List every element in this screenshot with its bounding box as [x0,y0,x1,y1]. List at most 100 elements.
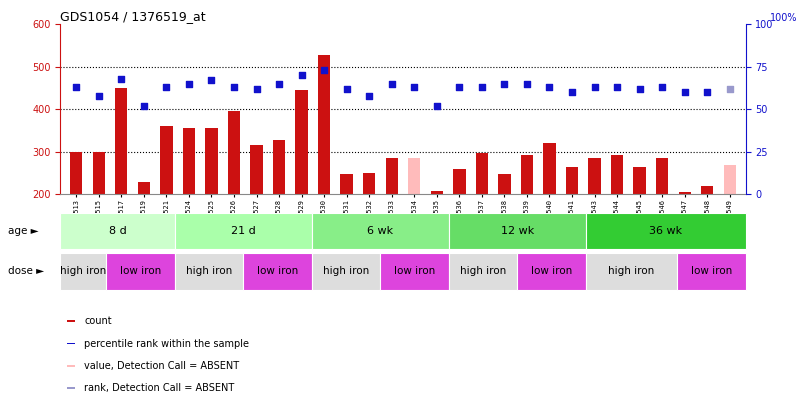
Point [700,89,713,96]
Text: GDS1054 / 1376519_at: GDS1054 / 1376519_at [60,10,206,23]
Bar [566,167,578,194]
Point [476,84,488,90]
Bar [68,320,75,322]
Bar [106,253,175,290]
Point [498,81,511,87]
Bar [160,126,172,194]
Bar [586,253,677,290]
Bar [183,128,195,194]
Text: count: count [85,316,112,326]
Bar [517,253,586,290]
Bar [60,213,175,249]
Bar [251,145,263,194]
Bar [363,173,376,194]
Point [272,81,285,87]
Text: low iron: low iron [120,266,161,276]
Bar [295,90,308,194]
Point [137,103,150,109]
Text: low iron: low iron [257,266,298,276]
Bar [68,388,75,389]
Point [227,84,240,90]
Bar [175,213,312,249]
Point [430,103,443,109]
Bar [611,155,623,194]
Bar [677,253,746,290]
Bar [476,153,488,194]
Text: dose ►: dose ► [8,266,44,276]
Point [611,84,624,90]
Bar [312,253,380,290]
Text: low iron: low iron [531,266,572,276]
Bar [724,166,736,194]
Point [723,86,736,92]
Point [634,86,646,92]
Bar [68,343,75,345]
Bar [340,174,353,194]
Bar [449,253,517,290]
Point [160,84,172,90]
Bar [498,174,511,194]
Point [588,84,601,90]
Text: 6 wk: 6 wk [367,226,393,236]
Text: value, Detection Call = ABSENT: value, Detection Call = ABSENT [85,361,239,371]
Point [205,77,218,84]
Text: 8 d: 8 d [109,226,127,236]
Point [114,75,127,82]
Text: high iron: high iron [185,266,232,276]
Point [385,81,398,87]
Point [453,84,466,90]
Bar [318,55,330,194]
Text: 100%: 100% [770,13,797,23]
Text: high iron: high iron [60,266,106,276]
Bar [701,186,713,194]
Text: percentile rank within the sample: percentile rank within the sample [85,339,249,349]
Bar [312,213,449,249]
Text: 21 d: 21 d [231,226,256,236]
Bar [93,152,105,194]
Bar [521,155,533,194]
Text: 12 wk: 12 wk [501,226,534,236]
Point [182,81,195,87]
Point [295,72,308,79]
Point [340,86,353,92]
Bar [138,181,150,194]
Point [521,81,534,87]
Bar [243,253,312,290]
Text: high iron: high iron [459,266,506,276]
Point [408,84,421,90]
Bar [679,192,691,194]
Point [679,89,692,96]
Point [543,84,556,90]
Text: high iron: high iron [322,266,369,276]
Text: age ►: age ► [8,226,39,236]
Bar [60,253,106,290]
Bar [228,111,240,194]
Bar [586,213,746,249]
Point [70,84,83,90]
Text: low iron: low iron [691,266,732,276]
Bar [68,365,75,367]
Bar [634,167,646,194]
Bar [656,158,668,194]
Bar [115,88,127,194]
Text: 36 wk: 36 wk [649,226,682,236]
Point [566,89,579,96]
Bar [273,140,285,194]
Bar [588,158,600,194]
Text: low iron: low iron [394,266,435,276]
Bar [449,213,586,249]
Bar [543,143,555,194]
Point [318,67,330,73]
Bar [175,253,243,290]
Bar [408,158,421,194]
Point [363,92,376,99]
Bar [430,191,443,194]
Bar [206,128,218,194]
Bar [385,158,398,194]
Point [93,92,106,99]
Text: rank, Detection Call = ABSENT: rank, Detection Call = ABSENT [85,383,235,393]
Bar [380,253,449,290]
Text: high iron: high iron [609,266,654,276]
Point [250,86,263,92]
Bar [70,152,82,194]
